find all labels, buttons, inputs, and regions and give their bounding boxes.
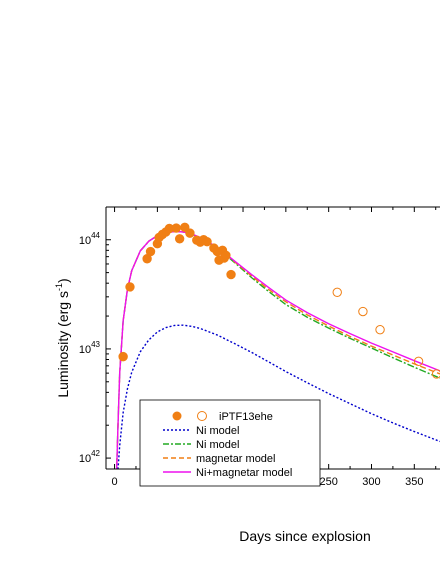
legend-label: magnetar model xyxy=(196,453,276,465)
y-tick-label: 1044 xyxy=(79,231,101,247)
y-axis-title-exponent: -1 xyxy=(54,283,64,291)
data-point-open xyxy=(332,287,342,298)
legend-label: Ni model xyxy=(196,439,239,451)
y-axis-title: Luminosity (erg s-1) xyxy=(54,278,71,397)
legend-label: Ni model xyxy=(196,425,239,437)
data-point-filled xyxy=(174,234,185,244)
legend-open-marker xyxy=(197,411,207,421)
data-point-filled xyxy=(180,222,190,233)
legend-entry-ni-green: Ni model xyxy=(163,439,239,451)
data-point-open xyxy=(431,369,440,379)
data-point-open xyxy=(375,324,385,335)
data-point-open xyxy=(358,306,368,317)
legend-entry-ni-blue: Ni model xyxy=(163,425,239,437)
x-tick-label: 350 xyxy=(405,476,423,488)
data-point-filled xyxy=(185,228,195,238)
data-point-filled xyxy=(202,236,212,247)
data-point-filled xyxy=(226,269,236,280)
data-point-filled xyxy=(125,282,135,292)
data-point-filled xyxy=(118,351,128,362)
x-axis-title: Days since explosion xyxy=(239,528,371,544)
y-axis-title-close: ) xyxy=(55,278,71,283)
x-tick-label: 0 xyxy=(112,476,118,488)
legend-entry-ni-magnetar: Ni+magnetar model xyxy=(163,467,292,479)
legend-label: Ni+magnetar model xyxy=(196,467,292,479)
data-point-open xyxy=(413,356,424,367)
x-tick-label: 250 xyxy=(319,476,337,488)
legend: iPTF13ehe Ni model Ni model magnetar mod… xyxy=(139,399,321,487)
y-tick-label: 1043 xyxy=(79,340,101,356)
y-axis-title-main: Luminosity (erg s xyxy=(55,291,71,398)
legend-label: iPTF13ehe xyxy=(219,411,273,423)
legend-entry-data: iPTF13ehe xyxy=(172,411,273,423)
series-line-dashdot xyxy=(115,230,440,469)
x-tick-label: 300 xyxy=(362,476,380,488)
data-markers xyxy=(118,222,440,379)
data-point-filled xyxy=(171,223,181,233)
data-point-filled xyxy=(221,250,231,261)
data-point-filled xyxy=(145,246,156,257)
legend-filled-marker xyxy=(172,411,182,421)
y-tick-label: 1042 xyxy=(79,449,101,465)
legend-entry-magnetar: magnetar model xyxy=(163,453,276,465)
